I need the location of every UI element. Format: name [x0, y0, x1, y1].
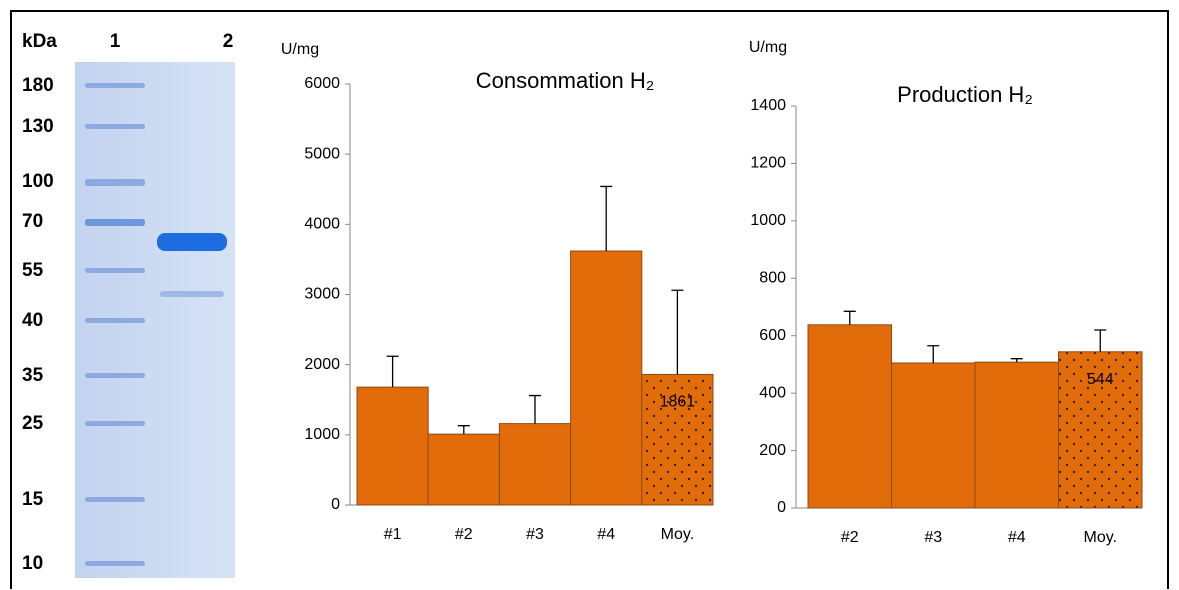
y-tick-label: 1000 [304, 426, 340, 443]
error-bar [1010, 358, 1023, 363]
bar [498, 423, 572, 506]
y-tick-label: 1000 [750, 212, 786, 229]
ladder-band [85, 318, 145, 323]
bar [891, 362, 976, 509]
error-bar [386, 355, 399, 388]
bar [427, 433, 500, 506]
chart-title: Consommation H₂ [476, 68, 655, 93]
bar [641, 373, 714, 506]
marker-label: 130 [22, 116, 54, 137]
x-tick-label: Moy. [661, 526, 694, 543]
error-bar [529, 394, 541, 424]
y-axis-label: U/mg [281, 41, 319, 58]
y-tick-label: 3000 [304, 286, 340, 303]
error-bar [457, 425, 470, 435]
y-tick-label: 0 [777, 499, 786, 516]
y-axis-label: U/mg [749, 39, 787, 56]
error-bar [1094, 329, 1107, 352]
y-tick-label: 1400 [750, 97, 786, 114]
bar [356, 386, 429, 506]
x-tick-label: Moy. [1084, 529, 1117, 546]
x-tick-label: #4 [1008, 529, 1026, 546]
y-tick-label: 0 [331, 496, 340, 513]
marker-label: 35 [22, 365, 44, 386]
ladder-band [85, 497, 145, 502]
error-bar [671, 289, 684, 375]
gel-band [157, 233, 227, 251]
bar [807, 324, 892, 509]
bar [570, 250, 643, 506]
error-bar [843, 310, 856, 325]
y-tick-label: 800 [759, 270, 786, 287]
y-tick-label: 1200 [750, 155, 786, 172]
bar [974, 361, 1059, 509]
value-label: 544 [1087, 371, 1114, 388]
ladder-band [85, 421, 145, 426]
frame [10, 10, 1169, 589]
x-tick-label: #2 [841, 529, 859, 546]
ladder-band [85, 373, 145, 378]
ladder-band [85, 179, 145, 186]
y-tick-label: 400 [759, 384, 786, 401]
y-tick-label: 600 [759, 327, 786, 344]
error-bar [927, 345, 940, 363]
x-tick-label: #3 [924, 529, 942, 546]
marker-label: 15 [22, 489, 44, 510]
x-tick-label: #2 [455, 526, 473, 543]
marker-label: 10 [22, 553, 43, 574]
bar [1058, 351, 1143, 509]
lane-label: 2 [223, 31, 234, 52]
gel-band [160, 291, 224, 297]
marker-label: 180 [22, 75, 54, 96]
x-tick-label: #1 [384, 526, 402, 543]
error-bar [600, 185, 613, 251]
marker-label: 25 [22, 413, 44, 434]
y-tick-label: 5000 [304, 145, 340, 162]
ladder-band [85, 83, 145, 88]
lane-label: 1 [110, 31, 121, 52]
ladder-band [85, 219, 145, 226]
x-tick-label: #3 [526, 526, 544, 543]
marker-label: 55 [22, 260, 44, 281]
gel-unit: kDa [22, 31, 57, 52]
ladder-band [85, 561, 145, 566]
chart-title: Production H₂ [897, 82, 1033, 107]
y-tick-label: 200 [759, 442, 786, 459]
marker-label: 40 [22, 310, 43, 331]
value-label: 1861 [660, 394, 696, 411]
ladder-band [85, 124, 145, 129]
ladder-band [85, 268, 145, 273]
y-tick-label: 6000 [304, 75, 340, 92]
marker-label: 100 [22, 171, 54, 192]
x-tick-label: #4 [597, 526, 615, 543]
marker-label: 70 [22, 211, 43, 232]
y-tick-label: 4000 [304, 216, 340, 233]
y-tick-label: 2000 [304, 356, 340, 373]
